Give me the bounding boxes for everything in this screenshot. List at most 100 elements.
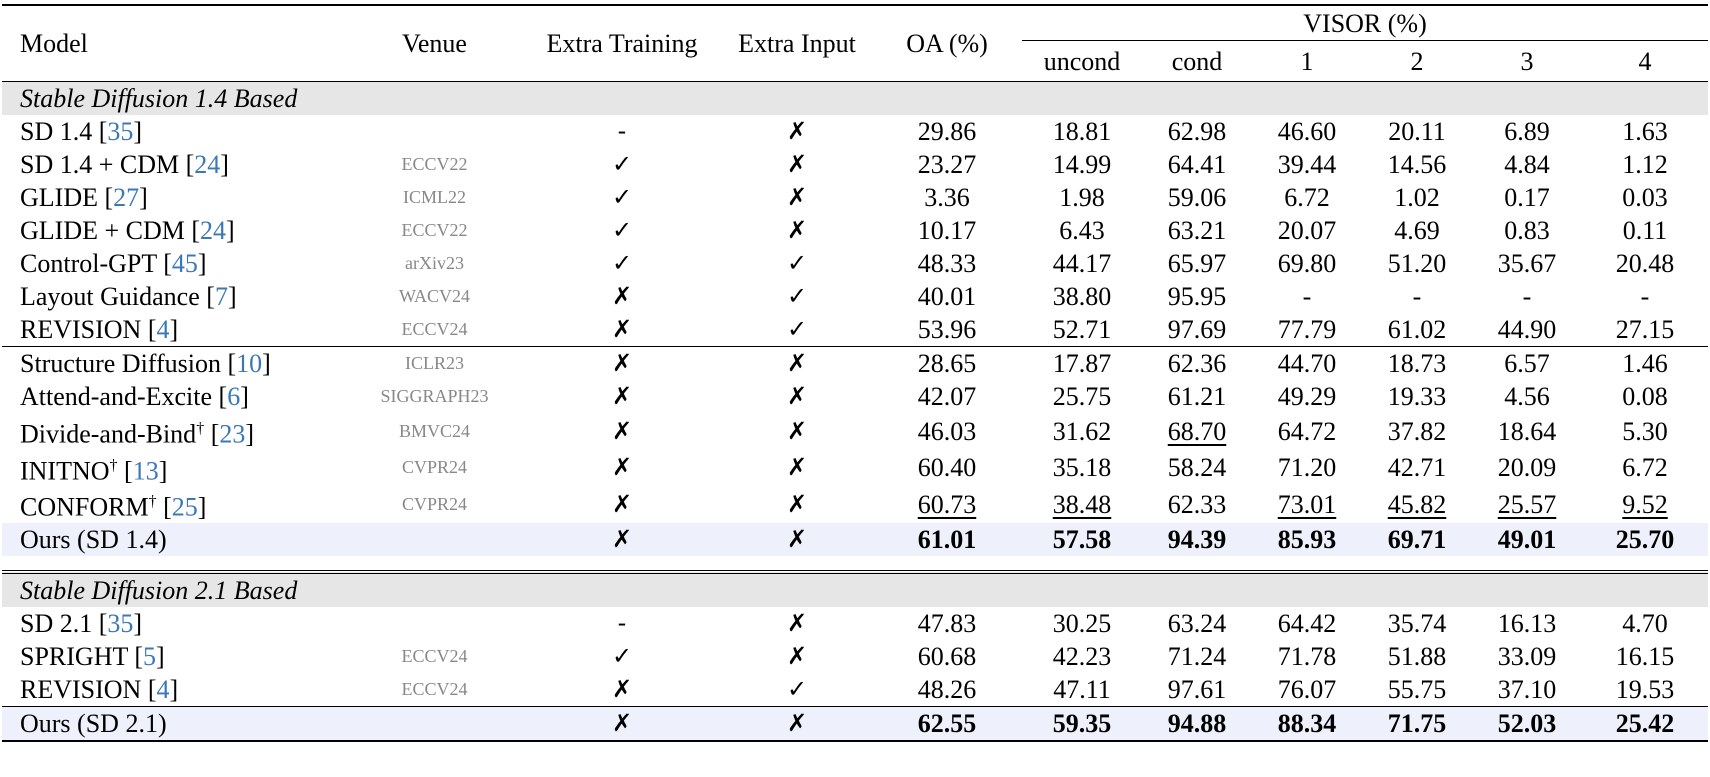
value: 37.82: [1387, 416, 1447, 446]
extra-input-mark: ✗: [786, 490, 808, 519]
model-name: CONFORM: [20, 492, 149, 522]
value-cell: 35.67: [1472, 247, 1582, 280]
value-cell: 1.12: [1582, 148, 1708, 181]
header-model: Model: [20, 29, 88, 58]
value-cell: 35.74: [1362, 607, 1472, 640]
citation-link[interactable]: 5: [143, 641, 157, 671]
value: 6.72: [1284, 183, 1330, 212]
model-name-cell: SD 2.1 [35]: [20, 608, 143, 638]
dagger-mark: †: [196, 420, 205, 437]
value: 48.26: [917, 674, 977, 704]
value: 4.70: [1622, 608, 1668, 638]
value: 52.71: [1052, 315, 1112, 344]
value: 1.98: [1059, 183, 1105, 212]
header-extra-training: Extra Training: [546, 29, 698, 58]
value-cell: 6.72: [1252, 181, 1362, 214]
header-row-sub: uncond cond 1 2 3 4: [2, 41, 1708, 82]
header-extra-input: Extra Input: [738, 29, 856, 58]
model-name-cell: REVISION [4]: [20, 674, 179, 704]
citation-link[interactable]: 25: [171, 492, 198, 522]
value-cell: 25.57: [1472, 486, 1582, 523]
extra-training-mark: ✗: [611, 490, 633, 519]
value-cell: 44.17: [1022, 247, 1142, 280]
model-name: SD 1.4 [: [20, 117, 108, 146]
value-cell: 4.69: [1362, 214, 1472, 247]
model-name: Divide-and-Bind: [20, 419, 197, 449]
header-visor-3: 3: [1520, 46, 1534, 76]
value: 18.73: [1387, 349, 1447, 378]
value: 47.83: [917, 608, 977, 638]
value-cell: 77.79: [1252, 313, 1362, 347]
value-cell: 17.87: [1022, 347, 1142, 381]
citation-link[interactable]: 10: [236, 349, 263, 378]
value: 0.83: [1504, 216, 1550, 245]
section-spacer: [2, 556, 1708, 572]
venue-cell: ECCV24: [401, 678, 468, 699]
citation-link[interactable]: 13: [132, 456, 159, 486]
header-visor-cond: cond: [1171, 46, 1223, 76]
table-row: SPRIGHT [5] ECCV24 ✓ ✗ 60.68 42.23 71.24 71.78 5…: [2, 640, 1708, 673]
venue-cell: ICML22: [403, 187, 466, 207]
value: 42.07: [917, 382, 977, 411]
value-cell: 0.03: [1582, 181, 1708, 214]
citation-link[interactable]: 4: [156, 674, 170, 704]
citation-link[interactable]: 24: [194, 150, 221, 179]
value: 53.96: [917, 315, 977, 344]
best-value: 71.75: [1362, 706, 1472, 741]
citation-link[interactable]: 4: [156, 315, 170, 344]
value-cell: 46.60: [1252, 115, 1362, 148]
best-value: 94.39: [1142, 522, 1252, 556]
venue-cell: WACV24: [399, 286, 470, 306]
value: 73.01: [1277, 490, 1337, 520]
value-cell: 6.89: [1472, 115, 1582, 148]
citation-link[interactable]: 23: [219, 419, 246, 449]
value: 42.71: [1387, 453, 1447, 483]
citation-link[interactable]: 35: [107, 117, 134, 146]
citation-link[interactable]: 45: [171, 249, 198, 278]
citation-link[interactable]: 6: [227, 382, 241, 411]
model-name-cell: GLIDE [27]: [20, 183, 148, 212]
best-value: 59.35: [1022, 706, 1142, 741]
value-cell: -: [1362, 280, 1472, 313]
venue-cell: [347, 607, 522, 640]
value-cell: 60.68: [872, 640, 1022, 673]
value: 3.36: [924, 183, 970, 212]
value-cell: 27.15: [1582, 313, 1708, 347]
extra-training-mark: ✗: [522, 522, 722, 556]
value: 64.42: [1277, 608, 1337, 638]
model-name: REVISION [: [20, 315, 157, 344]
venue-cell: CVPR24: [401, 457, 468, 478]
best-value: 61.01: [872, 522, 1022, 556]
value: 4.56: [1504, 382, 1550, 411]
value-cell: 1.46: [1582, 347, 1708, 381]
venue-cell: arXiv23: [405, 253, 464, 273]
citation-link[interactable]: 27: [113, 183, 140, 212]
value-cell: 71.24: [1142, 640, 1252, 673]
model-name-cell: Layout Guidance [7]: [20, 282, 237, 311]
value: 19.33: [1387, 382, 1447, 411]
value: 9.52: [1622, 490, 1668, 520]
value: 20.07: [1277, 216, 1337, 245]
value-cell: 19.53: [1582, 673, 1708, 707]
table-row: Control-GPT [45] arXiv23 ✓ ✓ 48.33 44.17 65.97…: [2, 247, 1708, 280]
extra-training-mark: ✗: [611, 349, 633, 377]
value: 18.64: [1497, 416, 1557, 446]
value: 45.82: [1387, 490, 1447, 520]
model-name-cell: CONFORM† [25]: [20, 492, 207, 522]
citation-link[interactable]: 24: [200, 216, 227, 245]
value-cell: 59.06: [1142, 181, 1252, 214]
value: 61.02: [1387, 315, 1447, 344]
extra-training-mark: -: [617, 608, 627, 637]
value: 6.57: [1504, 349, 1550, 378]
value: 28.65: [917, 349, 977, 378]
best-value: 69.71: [1362, 522, 1472, 556]
citation-link[interactable]: 7: [214, 282, 228, 311]
value: 23.27: [917, 150, 977, 179]
value-cell: 35.18: [1022, 450, 1142, 487]
citation-link[interactable]: 35: [107, 608, 134, 638]
value: 39.44: [1277, 150, 1337, 179]
value-cell: 61.02: [1362, 313, 1472, 347]
dagger-mark: †: [109, 456, 118, 474]
value: 14.56: [1387, 150, 1447, 179]
value: 76.07: [1277, 674, 1337, 704]
